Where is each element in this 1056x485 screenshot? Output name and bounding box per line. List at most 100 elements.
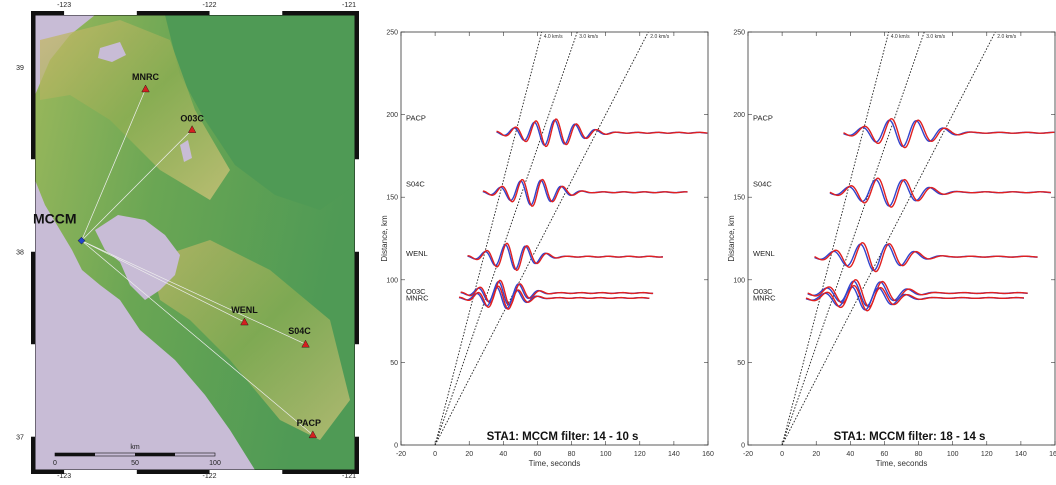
y-tick-label: 100 (733, 277, 745, 284)
y-tick-label: 50 (390, 360, 398, 367)
scalebar-title: km (130, 444, 140, 451)
x-tick-label: 60 (534, 451, 542, 458)
path-line (81, 240, 314, 436)
x-tick-label: 100 (947, 451, 959, 458)
chart-canvas-14-10: -20 0 20 40 60 80 100 120 140 160050100150200250T… (380, 30, 714, 469)
station-map: -123 -123 -122 -122 -121 -121 39 38 37 MCCM MNRC O0… (0, 0, 362, 485)
path-line (81, 240, 245, 323)
y-tick-label: 0 (394, 443, 398, 450)
chart-title: STA1: MCCM filter: 18 - 14 s (834, 431, 986, 443)
station-label: PACP (406, 113, 426, 122)
y-axis-title: Distance, km (727, 215, 736, 262)
scalebar (54, 452, 216, 457)
event-label: MCCM (33, 211, 77, 227)
plot-area (781, 32, 1055, 445)
y-tick-label: 50 (737, 360, 745, 367)
velocity-label: 2.0 km/s (650, 34, 669, 40)
frame-band-right-light (355, 344, 359, 437)
y-tick-label: 200 (386, 112, 398, 119)
map-lon-tick-top: -123 (57, 2, 71, 9)
y-axis-title: Distance, km (380, 215, 389, 262)
x-tick-label: 0 (433, 451, 437, 458)
synthetic-trace (496, 118, 708, 148)
chart-canvas-18-14: -20020406080100120140160050100150200250T… (727, 30, 1056, 469)
velocity-line (434, 32, 649, 445)
scalebar-segment (55, 453, 95, 456)
x-axis-title: Time, seconds (529, 459, 581, 468)
station-label: WENL (406, 249, 428, 258)
station-label: O03C (753, 287, 773, 296)
frame-band-right-light (355, 159, 359, 252)
map-lon-tick-top: -121 (342, 2, 356, 9)
map-canvas: -123 -123 -122 -122 -121 -121 39 38 37 MCCM MNRC O0… (16, 2, 359, 480)
x-tick-label: -20 (396, 451, 406, 458)
x-tick-label: 80 (568, 451, 576, 458)
velocity-line (434, 32, 578, 445)
plot-frame (400, 31, 709, 446)
y-tick-label: 150 (386, 195, 398, 202)
velocity-line (781, 32, 890, 445)
y-tick-label: 250 (733, 30, 745, 37)
frame-band-top-light (64, 11, 137, 15)
bay-water (95, 215, 180, 300)
map-lat-tick: 39 (16, 65, 24, 72)
map-lon-tick-bottom: -122 (203, 473, 217, 480)
station-label: O03C (406, 287, 426, 296)
chart-title: STA1: MCCM filter: 14 - 10 s (487, 431, 639, 443)
station-label: MNRC (753, 293, 776, 302)
frame-band-top (31, 11, 359, 15)
diablo-range (150, 240, 350, 440)
x-tick-label: 40 (499, 451, 507, 458)
reservoir-water (180, 140, 192, 162)
velocity-label: 3.0 km/s (579, 34, 598, 40)
frame-band-bottom (31, 470, 359, 474)
velocity-label: 2.0 km/s (997, 34, 1016, 40)
x-axis-title: Time, seconds (876, 459, 928, 468)
path-line (81, 240, 306, 345)
x-tick-label: 80 (915, 451, 923, 458)
y-tick-label: 100 (386, 277, 398, 284)
map-lon-tick-bottom: -121 (342, 473, 356, 480)
x-tick-label: 20 (812, 451, 820, 458)
station-marker (240, 317, 249, 326)
frame-band-bottom-light (64, 470, 137, 474)
y-tick-label: 250 (386, 30, 398, 37)
station-label-map: O03C (180, 114, 204, 124)
frame-band-bottom-light (209, 470, 283, 474)
station-label-map: WENL (231, 305, 258, 315)
y-tick-label: 150 (733, 195, 745, 202)
x-tick-label: 160 (702, 451, 714, 458)
central-valley (165, 15, 355, 210)
x-tick-label: 120 (634, 451, 646, 458)
event-marker (77, 236, 86, 245)
synthetic-trace (805, 284, 1025, 312)
scalebar-label: 100 (209, 460, 221, 467)
map-lat-tick: 38 (16, 250, 24, 257)
scalebar-label: 0 (53, 460, 57, 467)
frame-band-top-light (209, 11, 283, 15)
station-label: S04C (753, 179, 772, 188)
station-label: WENL (753, 249, 775, 258)
x-tick-label: 60 (881, 451, 889, 458)
record-section-14-10: -20 0 20 40 60 80 100 120 140 160 0 50 100 150 200 250 T… (375, 0, 715, 485)
station-marker (308, 430, 317, 439)
plot-frame (747, 31, 1056, 446)
lake-water (98, 42, 126, 62)
x-tick-label: 160 (1049, 451, 1056, 458)
station-label-map: PACP (297, 418, 321, 428)
record-section-18-14: -20020406080100120140160050100150200250T… (722, 0, 1056, 485)
velocity-label: 4.0 km/s (891, 34, 910, 40)
velocity-line (781, 32, 925, 445)
synthetic-trace (814, 241, 1038, 273)
station-marker (187, 125, 197, 133)
x-tick-label: 0 (780, 451, 784, 458)
map-lon-tick-bottom: -123 (57, 473, 71, 480)
y-tick-label: 200 (733, 112, 745, 119)
path-line (81, 129, 193, 241)
station-marker (141, 84, 150, 93)
synthetic-trace (458, 285, 650, 311)
station-label: PACP (753, 113, 773, 122)
station-marker (301, 339, 310, 348)
x-tick-label: 120 (981, 451, 993, 458)
plot-area (434, 32, 708, 445)
